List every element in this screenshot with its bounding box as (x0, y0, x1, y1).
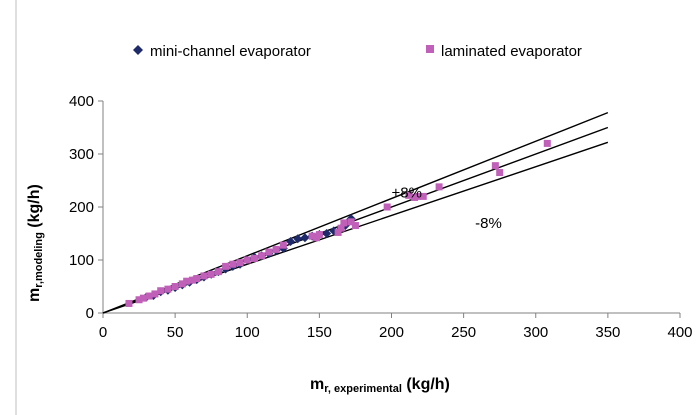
data-point-mini-channel (293, 234, 303, 244)
data-point-laminated (200, 272, 208, 280)
data-point-laminated (207, 270, 215, 278)
y-tick-label: 300 (69, 146, 94, 163)
x-axis-title: mr, experimental (kg/h) (310, 376, 450, 395)
data-point-laminated (351, 222, 359, 230)
legend: mini-channel evaporator laminated evapor… (133, 43, 582, 60)
y-tick-label: 0 (86, 305, 94, 322)
x-tick-label: 300 (523, 324, 548, 341)
data-point-laminated (491, 162, 499, 170)
y-axis-title: mr,modeling (kg/h) (26, 184, 45, 302)
data-point-laminated (188, 276, 196, 284)
annotation-label: +8% (392, 184, 422, 201)
data-point-laminated (383, 203, 391, 211)
data-point-laminated (164, 285, 172, 293)
y-axis-title-sub: r,modeling (33, 232, 45, 288)
data-point-mini-channel (286, 236, 296, 246)
x-tick-label: 250 (451, 324, 476, 341)
data-point-laminated (334, 228, 342, 236)
reference-line (102, 112, 609, 314)
data-point-laminated (243, 256, 251, 264)
data-point-laminated (315, 231, 323, 239)
legend-marker-square (426, 45, 434, 53)
data-point-laminated (193, 275, 201, 283)
x-axis-title-sub: r, experimental (324, 383, 402, 395)
legend-label-mini-channel: mini-channel evaporator (150, 43, 311, 60)
data-point-laminated (125, 299, 133, 307)
x-tick-label: 100 (235, 324, 260, 341)
data-point-laminated (250, 254, 258, 262)
x-tick-label: 200 (379, 324, 404, 341)
data-point-laminated (419, 192, 427, 200)
legend-label-laminated: laminated evaporator (441, 43, 582, 60)
data-point-laminated (279, 241, 287, 249)
x-axis-title-unit: (kg/h) (402, 376, 450, 393)
y-axis-title-unit: (kg/h) (26, 184, 43, 232)
data-point-laminated (183, 277, 191, 285)
data-point-laminated (405, 191, 413, 199)
data-point-laminated (340, 219, 348, 227)
data-point-laminated (229, 260, 237, 268)
data-point-laminated (171, 283, 179, 290)
x-tick-label: 350 (595, 324, 620, 341)
data-point-laminated (413, 192, 421, 200)
x-tick-label: 400 (667, 324, 692, 341)
annotation-label: -8% (475, 215, 502, 232)
data-point-laminated (272, 245, 280, 253)
data-point-laminated (145, 292, 153, 300)
data-point-laminated (496, 169, 504, 177)
y-tick-label: 200 (69, 199, 94, 216)
data-point-laminated (135, 296, 143, 304)
data-point-laminated (435, 183, 443, 191)
y-tick-label: 400 (69, 93, 94, 110)
data-point-laminated (236, 259, 244, 267)
data-point-laminated (347, 218, 355, 226)
data-point-laminated (157, 287, 165, 295)
data-point-laminated (222, 262, 230, 270)
data-point-laminated (258, 252, 266, 260)
legend-item-mini-channel: mini-channel evaporator (133, 43, 311, 60)
data-point-laminated (151, 290, 159, 298)
legend-marker-diamond (133, 45, 143, 55)
y-tick-label: 100 (69, 252, 94, 269)
x-tick-label: 50 (167, 324, 184, 341)
data-point-mini-channel (322, 229, 332, 238)
data-point-laminated (214, 268, 222, 276)
x-axis-title-main: m (310, 376, 324, 393)
x-tick-label: 150 (307, 324, 332, 341)
y-axis-title-main: m (26, 288, 43, 302)
data-point-laminated (337, 224, 345, 232)
data-point-mini-channel (300, 233, 310, 243)
x-tick-label: 0 (99, 324, 107, 341)
data-point-laminated (265, 248, 273, 256)
data-point-laminated (178, 280, 186, 288)
data-point-laminated (543, 139, 551, 147)
plot-area: 0 100 200 300 400 0 50 100 150 200 250 300 350 400 +8%… (69, 93, 693, 341)
legend-item-laminated: laminated evaporator (426, 43, 582, 60)
data-point-laminated (139, 294, 147, 302)
data-point-laminated (308, 232, 316, 240)
